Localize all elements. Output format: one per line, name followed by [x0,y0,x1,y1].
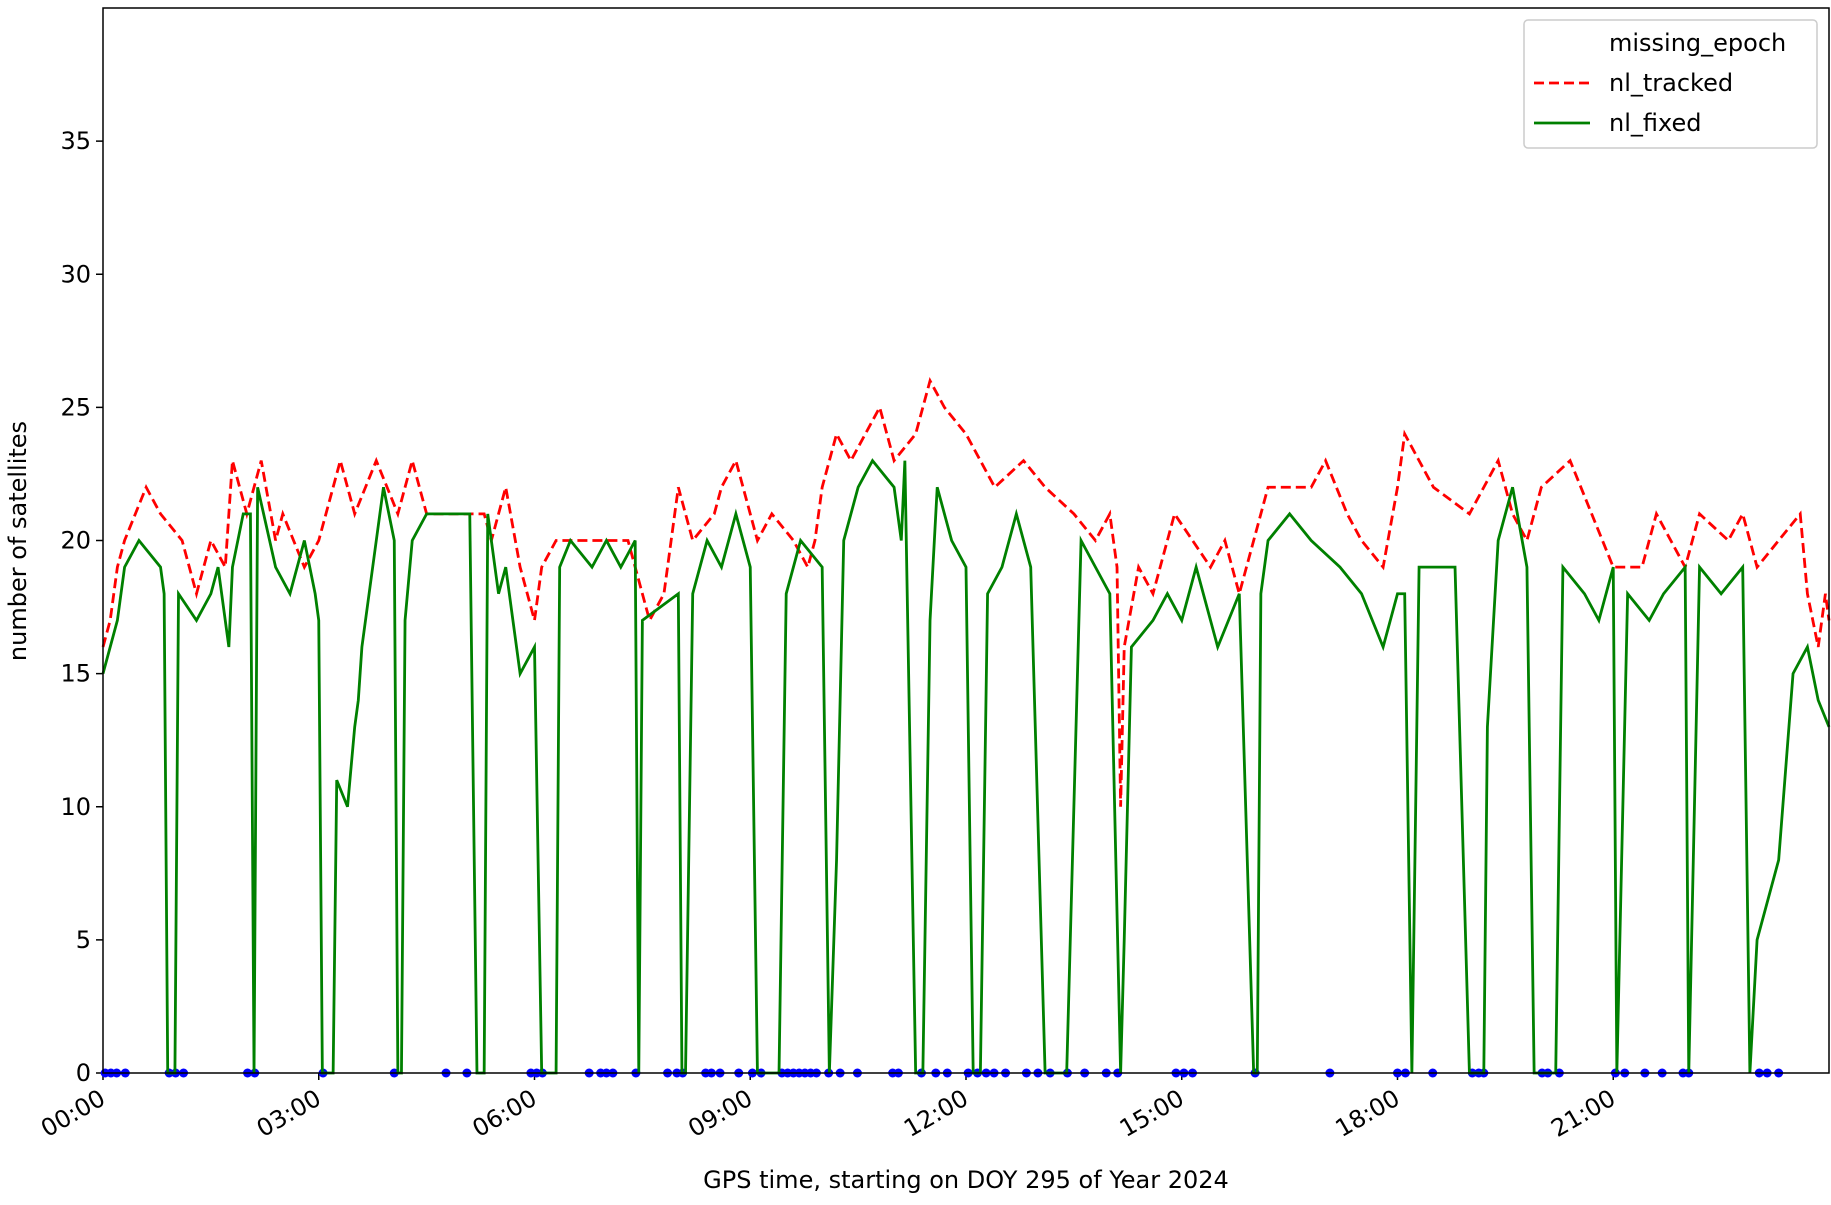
y-tick-label: 20 [60,527,91,555]
x-tick-label: 00:00 [36,1084,110,1143]
x-axis-label: GPS time, starting on DOY 295 of Year 20… [703,1166,1229,1194]
x-tick-label: 18:00 [1331,1084,1405,1143]
y-axis-label: number of satellites [4,421,32,661]
x-tick-label: 03:00 [252,1084,326,1143]
y-tick-label: 0 [76,1059,91,1087]
x-tick-label: 06:00 [468,1084,542,1143]
y-tick-label: 15 [60,660,91,688]
y-tick-label: 30 [60,260,91,288]
x-tick-label: 12:00 [899,1084,973,1143]
series-line [101,458,1831,1075]
y-tick-label: 25 [60,393,91,421]
x-tick-label: 09:00 [683,1084,757,1143]
plot-frame [102,7,1830,1074]
y-tick-label: 5 [76,926,91,954]
y-tick-label: 10 [60,793,91,821]
y-tick-label: 35 [60,127,91,155]
legend-label: missing_epoch [1609,29,1786,57]
x-tick-label: 15:00 [1115,1084,1189,1143]
legend-box [1523,19,1818,149]
legend-label: nl_fixed [1609,109,1701,137]
series-line [101,376,1831,807]
x-tick-label: 21:00 [1546,1084,1620,1143]
legend-label: nl_tracked [1609,69,1733,97]
